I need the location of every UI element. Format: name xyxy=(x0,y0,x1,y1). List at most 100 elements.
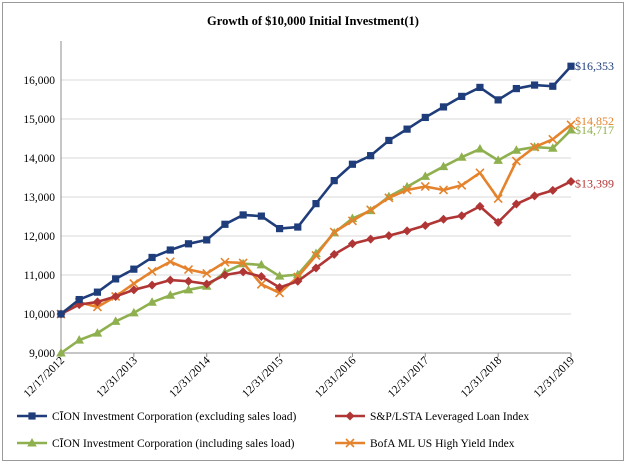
data-point-stroke xyxy=(329,227,339,237)
data-point xyxy=(402,226,412,236)
data-point xyxy=(293,276,303,286)
legend-label: BofA ML US High Yield Index xyxy=(370,438,515,450)
data-point xyxy=(220,270,230,280)
data-point xyxy=(183,284,194,294)
data-point xyxy=(347,239,357,249)
series xyxy=(57,62,575,318)
data-point xyxy=(567,62,575,70)
data-point xyxy=(548,134,558,144)
data-point xyxy=(494,96,502,104)
data-point xyxy=(75,295,83,304)
data-point xyxy=(311,250,321,261)
y-tick-label: 16,000 xyxy=(23,75,55,87)
data-point xyxy=(458,92,466,100)
line-chart: Growth of $10,000 Initial Investment(1) … xyxy=(17,14,614,450)
data-point xyxy=(511,145,522,154)
data-point xyxy=(547,143,558,152)
data-point xyxy=(166,246,174,254)
data-point xyxy=(475,168,485,178)
data-point xyxy=(129,279,139,289)
data-point xyxy=(438,185,449,195)
data-point xyxy=(511,156,521,166)
data-point xyxy=(294,223,302,231)
data-point xyxy=(129,285,139,295)
data-point xyxy=(420,220,430,230)
data-point-stroke xyxy=(475,168,485,178)
data-point xyxy=(439,214,448,224)
x-tick-label: 12/31/2016 xyxy=(313,354,359,400)
data-point-stroke xyxy=(147,266,157,277)
data-point xyxy=(74,335,85,344)
data-point xyxy=(147,280,157,290)
data-point-stroke xyxy=(238,258,248,268)
axes: 9,000 10,000 11,000 12,000 13,000 14,000 15,00… xyxy=(22,41,578,400)
data-point xyxy=(256,259,267,269)
data-point xyxy=(348,160,357,168)
data-point xyxy=(147,266,157,277)
data-point xyxy=(312,200,320,208)
data-point xyxy=(202,279,212,289)
data-point xyxy=(92,297,102,307)
data-point xyxy=(56,348,66,357)
series-lines xyxy=(56,62,576,357)
data-point-stroke xyxy=(420,181,430,192)
data-point xyxy=(311,263,321,273)
data-point xyxy=(183,264,194,275)
data-point-stroke xyxy=(129,279,139,289)
data-point-stroke xyxy=(384,193,394,203)
data-point xyxy=(384,231,394,241)
data-point xyxy=(456,152,467,161)
data-point xyxy=(239,211,247,219)
data-point-stroke xyxy=(347,216,357,226)
data-point-stroke xyxy=(202,268,212,279)
data-point-stroke xyxy=(311,250,321,261)
legend: CĪON Investment Corporation (excluding s… xyxy=(17,410,529,450)
series-line xyxy=(60,65,572,316)
data-point xyxy=(221,220,229,228)
x-tick-label: 12/31/2019 xyxy=(532,354,578,400)
legend-label: CĪON Investment Corporation (excluding s… xyxy=(52,410,296,423)
data-point xyxy=(475,144,485,153)
data-point xyxy=(220,257,230,267)
data-point xyxy=(202,268,212,279)
data-point xyxy=(420,171,431,180)
data-point xyxy=(92,328,103,337)
data-point xyxy=(147,297,157,306)
data-point-stroke xyxy=(457,180,467,190)
end-value-label: $13,399 xyxy=(575,176,614,190)
legend-item: CĪON Investment Corporation (including s… xyxy=(17,437,295,450)
data-point xyxy=(275,282,285,292)
data-point xyxy=(93,288,102,296)
data-point xyxy=(28,412,36,420)
data-point xyxy=(475,201,485,211)
data-point-stroke xyxy=(511,156,521,166)
data-point-stroke xyxy=(402,185,412,195)
y-tick-label: 14,000 xyxy=(23,153,55,165)
x-tick-label: 12/17/2012 xyxy=(22,354,68,400)
data-point xyxy=(274,271,285,280)
data-point xyxy=(275,224,284,233)
data-point xyxy=(130,265,138,273)
data-point xyxy=(238,258,248,268)
x-tick-label: 12/31/2017 xyxy=(386,354,432,400)
data-point xyxy=(476,83,484,92)
data-point-stroke xyxy=(438,185,449,195)
data-point xyxy=(129,307,139,317)
end-value-label: $16,353 xyxy=(575,59,614,73)
x-tick-label: 12/31/2018 xyxy=(459,354,505,400)
data-point xyxy=(275,288,285,298)
data-point xyxy=(566,176,576,186)
data-point xyxy=(110,316,121,325)
data-point-stroke xyxy=(530,142,540,152)
data-point xyxy=(165,257,175,267)
data-point xyxy=(329,249,339,259)
data-point xyxy=(367,152,375,160)
data-point xyxy=(421,113,429,122)
data-point xyxy=(165,290,176,299)
data-point-stroke xyxy=(345,438,355,448)
chart-frame: Growth of $10,000 Initial Investment(1) … xyxy=(2,2,624,461)
data-point-stroke xyxy=(92,302,102,312)
y-tick-label: 15,000 xyxy=(23,114,55,126)
data-point-stroke xyxy=(256,279,266,289)
data-point xyxy=(530,142,540,152)
